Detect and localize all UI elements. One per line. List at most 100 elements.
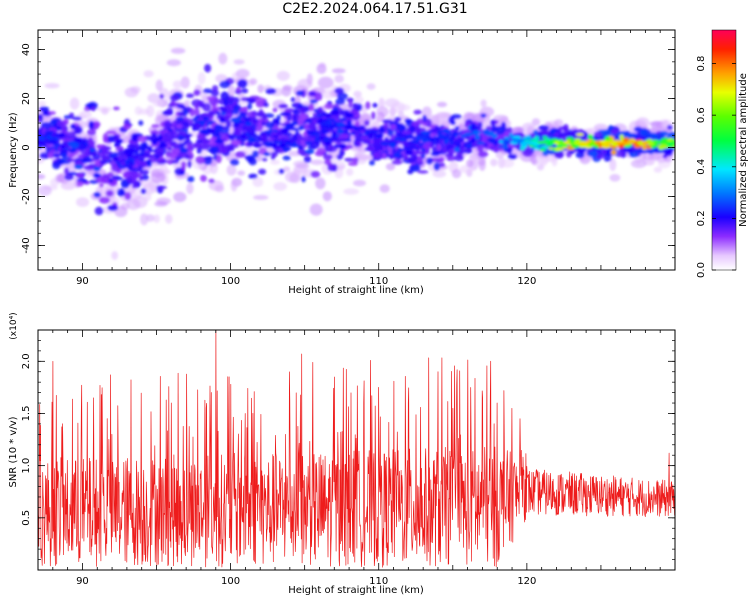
spectrogram-y-label: Frequency (Hz) [8, 112, 19, 188]
spectrogram-cell [387, 130, 395, 137]
spectrogram-core [305, 149, 315, 155]
spectrogram-cell [314, 92, 323, 101]
spectrogram-core [297, 145, 303, 150]
spectrogram-cell [433, 162, 441, 171]
snr-y-tick-label: 1.5 [21, 406, 32, 422]
spectrogram-cell [63, 115, 72, 120]
spectrogram-core [75, 129, 81, 134]
spectrogram-cell [293, 102, 300, 107]
spectrogram-core [556, 144, 564, 148]
snr-x-tick-label: 100 [221, 576, 240, 587]
spectrogram-cell [233, 106, 240, 115]
spectrogram-halo [197, 72, 206, 85]
spectrogram-core [618, 144, 624, 149]
spectrogram-cell [196, 133, 206, 139]
spectrogram-core [185, 136, 191, 142]
spectrogram-cell [169, 131, 179, 140]
spectrogram-cell [476, 144, 484, 153]
spectrogram-core [373, 144, 383, 151]
spectrogram-cell [124, 192, 132, 201]
spectrogram-cell [394, 116, 402, 122]
spectrogram-halo [540, 156, 548, 167]
spectrogram-cell [193, 89, 201, 96]
spectrogram-cell [64, 167, 70, 176]
spectrogram-halo [466, 159, 474, 168]
spectrogram-cell [194, 103, 200, 110]
spectrogram-core [464, 132, 474, 137]
spectrogram-halo [609, 158, 617, 172]
spectrogram-core [282, 146, 292, 152]
spectrogram-core [418, 142, 424, 147]
spectrogram-cell [667, 131, 675, 140]
spectrogram-halo [375, 115, 385, 123]
spectrogram-halo [297, 78, 313, 90]
snr-y-tick-label: 1.0 [21, 458, 32, 474]
snr-y-tick-label: 2.0 [21, 353, 32, 369]
spectrogram-halo [353, 90, 362, 98]
spectrogram-cell [162, 110, 174, 116]
spectrogram-cell [538, 125, 550, 131]
spectrogram-cell [176, 103, 185, 109]
spectrogram-core [145, 150, 150, 154]
spectrogram-cell [658, 149, 664, 154]
spectrogram-cell [430, 151, 441, 157]
spectrogram-halo [385, 163, 396, 171]
spectrogram-cell [175, 156, 182, 161]
spectrogram-cell [587, 150, 599, 158]
spectrogram-cell [48, 111, 56, 115]
spectrogram-cell [373, 153, 380, 160]
spectrogram-halo [170, 47, 186, 54]
spectrogram-cell [225, 119, 232, 129]
spectrogram-core [252, 143, 262, 148]
spectrogram-cell [249, 95, 260, 100]
spectrogram-core [323, 124, 334, 130]
spectrogram-core [112, 152, 118, 156]
spectrogram-halo [293, 160, 308, 168]
spectrogram-cell [130, 133, 139, 142]
spectrogram-x-tick-label: 120 [517, 276, 536, 287]
colorbar-tick-label: 0.8 [696, 56, 707, 72]
spectrogram-halo [490, 158, 498, 167]
spectrogram-cell [436, 143, 442, 151]
spectrogram-cell [480, 113, 487, 118]
snr-ticks: 90 100 110 120 0.5 1.0 1.5 2.0 [21, 330, 676, 587]
spectrogram-core [486, 137, 497, 143]
spectrogram-halo [478, 158, 486, 171]
spectrogram-halo [282, 84, 293, 91]
spectrogram-core [248, 132, 258, 137]
spectrogram-cell [401, 130, 412, 135]
spectrogram-core [195, 115, 200, 119]
spectrogram-core [336, 128, 345, 135]
spectrogram-ridge [605, 140, 615, 144]
spectrogram-core [151, 132, 157, 139]
spectrogram-cell [263, 102, 269, 108]
spectrogram-cell [295, 90, 304, 96]
colorbar-label: Normalized spectral amplitude [738, 73, 749, 227]
spectrogram-core [290, 139, 295, 144]
spectrogram-cell [92, 153, 101, 161]
spectrogram-cell [184, 155, 192, 160]
spectrogram-cell [246, 154, 255, 163]
spectrogram-x-tick-label: 110 [369, 276, 388, 287]
spectrogram-core [629, 138, 635, 142]
spectrogram-cell [116, 188, 126, 197]
spectrogram-core [74, 164, 84, 170]
spectrogram-halo [397, 104, 411, 111]
spectrogram-cell [67, 171, 78, 176]
spectrogram-core [158, 143, 168, 149]
spectrogram-cell [93, 191, 101, 198]
spectrogram-cell [202, 103, 212, 112]
spectrogram-core [317, 136, 326, 140]
spectrogram-core [200, 121, 205, 127]
colorbar-tick-label: 0.4 [696, 159, 707, 175]
spectrogram-core [261, 120, 266, 127]
spectrogram-cell [203, 156, 214, 161]
spectrogram-halo [173, 191, 187, 203]
spectrogram-core [604, 135, 611, 142]
spectrogram-core [340, 138, 347, 142]
spectrogram-cell [453, 154, 464, 162]
spectrogram-halo [38, 101, 46, 107]
spectrogram-cell [40, 121, 53, 129]
spectrogram-halo [630, 159, 647, 169]
spectrogram-cell [230, 139, 242, 146]
